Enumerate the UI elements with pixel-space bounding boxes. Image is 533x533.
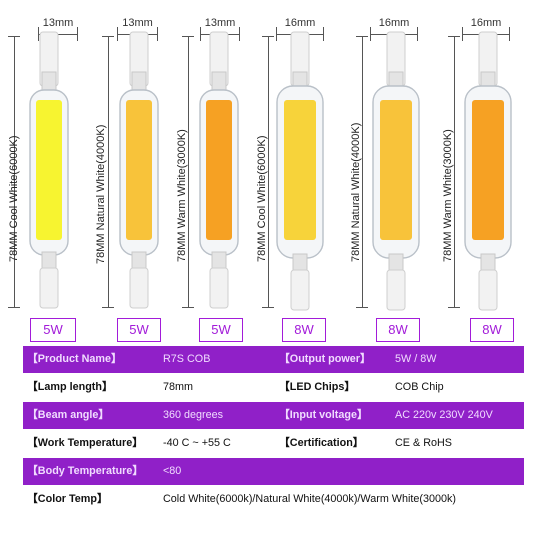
spec-value: CE & RoHS (395, 437, 452, 449)
length-dimension (258, 36, 274, 308)
power-badge: 8W (282, 318, 326, 342)
width-label: 13mm (204, 17, 236, 29)
color-temperature-label: Warm White(3000K) (176, 129, 188, 229)
spec-value: 5W / 8W (395, 353, 437, 365)
width-label: 13mm (122, 17, 153, 29)
spec-row: 【Lamp length】 78mm 【LED Chips】 COB Chip (23, 374, 524, 401)
width-label: 13mm (42, 17, 74, 29)
spec-key: 【Input voltage】 (279, 409, 368, 421)
cob-chip (126, 100, 152, 240)
spec-key: 【Output power】 (279, 353, 371, 365)
length-dimension (98, 36, 114, 308)
length-value: 78MM (350, 231, 362, 262)
length-dimension (444, 36, 460, 308)
length-label: 78MM Cool White(6000K) (256, 135, 268, 262)
spec-key: 【Lamp length】 (27, 381, 113, 393)
length-label: 78MM Warm White(3000K) (176, 129, 188, 262)
spec-key: 【Body Temperature】 (27, 465, 144, 477)
color-temperature-label: Warm White(3000K) (442, 129, 454, 229)
power-badge: 5W (199, 318, 243, 342)
spec-value: 360 degrees (163, 409, 224, 421)
spec-key: 【Product Name】 (27, 353, 122, 365)
width-label: 16mm (470, 17, 502, 29)
width-label: 16mm (284, 17, 316, 29)
spec-key: 【Beam angle】 (27, 409, 110, 421)
color-temperature-label: Natural White(4000K) (95, 124, 107, 231)
spec-value: R7S COB (163, 353, 211, 365)
spec-table: 【Product Name】 R7S COB 【Output power】 5W… (23, 346, 524, 514)
length-dimension (4, 36, 20, 308)
r7s-bulb-illustration (276, 31, 324, 311)
spec-value: Cold White(6000k)/Natural White(4000k)/W… (163, 493, 457, 505)
length-label: 78MM Natural White(4000K) (350, 123, 362, 262)
length-value: 78MM (442, 231, 454, 262)
spec-row: 【Body Temperature】 <80 (23, 458, 524, 485)
length-label: 78MM Cool White(6000K) (8, 135, 20, 262)
color-temperature-label: Cool White(6000K) (256, 135, 268, 229)
cob-chip (36, 100, 62, 240)
width-label: 16mm (378, 17, 410, 29)
spec-value: 78mm (163, 381, 193, 393)
spec-row: 【Color Temp】 Cold White(6000k)/Natural W… (23, 486, 524, 513)
cob-chip (284, 100, 316, 240)
length-value: 78MM (8, 231, 20, 262)
length-label: 78MM Warm White(3000K) (442, 129, 454, 262)
cob-chip (380, 100, 412, 240)
r7s-bulb-illustration (199, 31, 239, 309)
spec-row: 【Beam angle】 360 degrees 【Input voltage】… (23, 402, 524, 429)
power-badge: 5W (117, 318, 161, 342)
r7s-bulb-illustration (464, 31, 512, 311)
length-dimension (178, 36, 194, 308)
spec-row: 【Product Name】 R7S COB 【Output power】 5W… (23, 346, 524, 373)
spec-value: COB Chip (395, 381, 444, 393)
length-value: 78MM (95, 233, 107, 264)
spec-value: -40 C ~ +55 C (163, 437, 231, 449)
spec-key: 【LED Chips】 (279, 381, 356, 393)
cob-chip (206, 100, 232, 240)
spec-value: AC 220v 230V 240V (395, 409, 493, 421)
spec-key: 【Certification】 (279, 437, 364, 449)
spec-value: <80 (163, 465, 182, 477)
cob-chip (472, 100, 504, 240)
r7s-bulb-illustration (372, 31, 420, 311)
color-temperature-label: Natural White(4000K) (350, 122, 362, 229)
power-badge: 8W (470, 318, 514, 342)
length-value: 78MM (256, 231, 268, 262)
length-dimension (352, 36, 368, 308)
power-badge: 5W (30, 318, 76, 342)
power-badge: 8W (376, 318, 420, 342)
length-label: 78MM Natural White(4000K) (95, 125, 107, 264)
length-value: 78MM (176, 231, 188, 262)
spec-key: 【Work Temperature】 (27, 437, 143, 449)
spec-row: 【Work Temperature】 -40 C ~ +55 C 【Certif… (23, 430, 524, 457)
spec-key: 【Color Temp】 (27, 493, 108, 505)
r7s-bulb-illustration (119, 31, 159, 309)
color-temperature-label: Cool White(6000K) (8, 135, 20, 229)
r7s-bulb-illustration (29, 31, 69, 309)
